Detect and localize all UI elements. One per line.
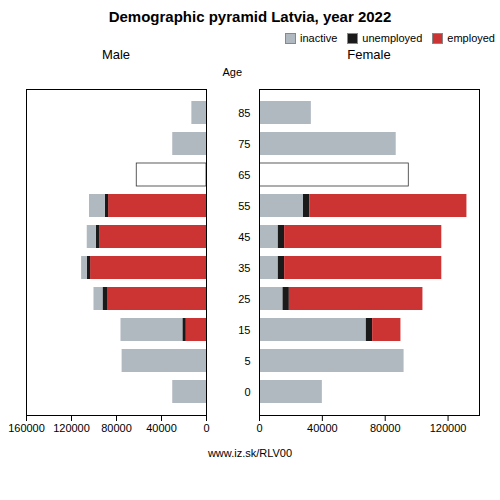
html-text:Male: Male — [101, 47, 131, 62]
svg-text:Age: Age — [223, 66, 243, 78]
svg-text:85: 85 — [238, 107, 250, 119]
html-text:inactive: inactive — [300, 32, 338, 44]
svg-text:55: 55 — [238, 200, 250, 212]
svg-text:120000: 120000 — [53, 422, 90, 434]
svg-text:80000: 80000 — [101, 422, 132, 434]
svg-text:15: 15 — [238, 324, 250, 336]
svg-text:0: 0 — [256, 422, 262, 434]
svg-text:0: 0 — [203, 422, 209, 434]
svg-text:25: 25 — [238, 293, 250, 305]
html-text:www.iz.sk/RLV00: www.iz.sk/RLV00 — [207, 447, 293, 459]
html-text:Demographic pyramid Latvia, ye: Demographic pyramid Latvia, year 2022 — [108, 8, 392, 25]
svg-text:5: 5 — [244, 355, 250, 367]
svg-text:40000: 40000 — [307, 422, 338, 434]
svg-text:0: 0 — [244, 386, 250, 398]
html-text:employed: employed — [447, 32, 495, 44]
svg-text:35: 35 — [238, 262, 250, 274]
svg-text:120000: 120000 — [430, 422, 467, 434]
svg-text:160000: 160000 — [8, 422, 45, 434]
html-text:Female: Female — [347, 47, 391, 62]
svg-text:45: 45 — [238, 231, 250, 243]
html-text:unemployed: unemployed — [362, 32, 423, 44]
svg-text:80000: 80000 — [370, 422, 401, 434]
svg-text:40000: 40000 — [146, 422, 177, 434]
svg-text:75: 75 — [238, 138, 250, 150]
svg-text:65: 65 — [238, 169, 250, 181]
